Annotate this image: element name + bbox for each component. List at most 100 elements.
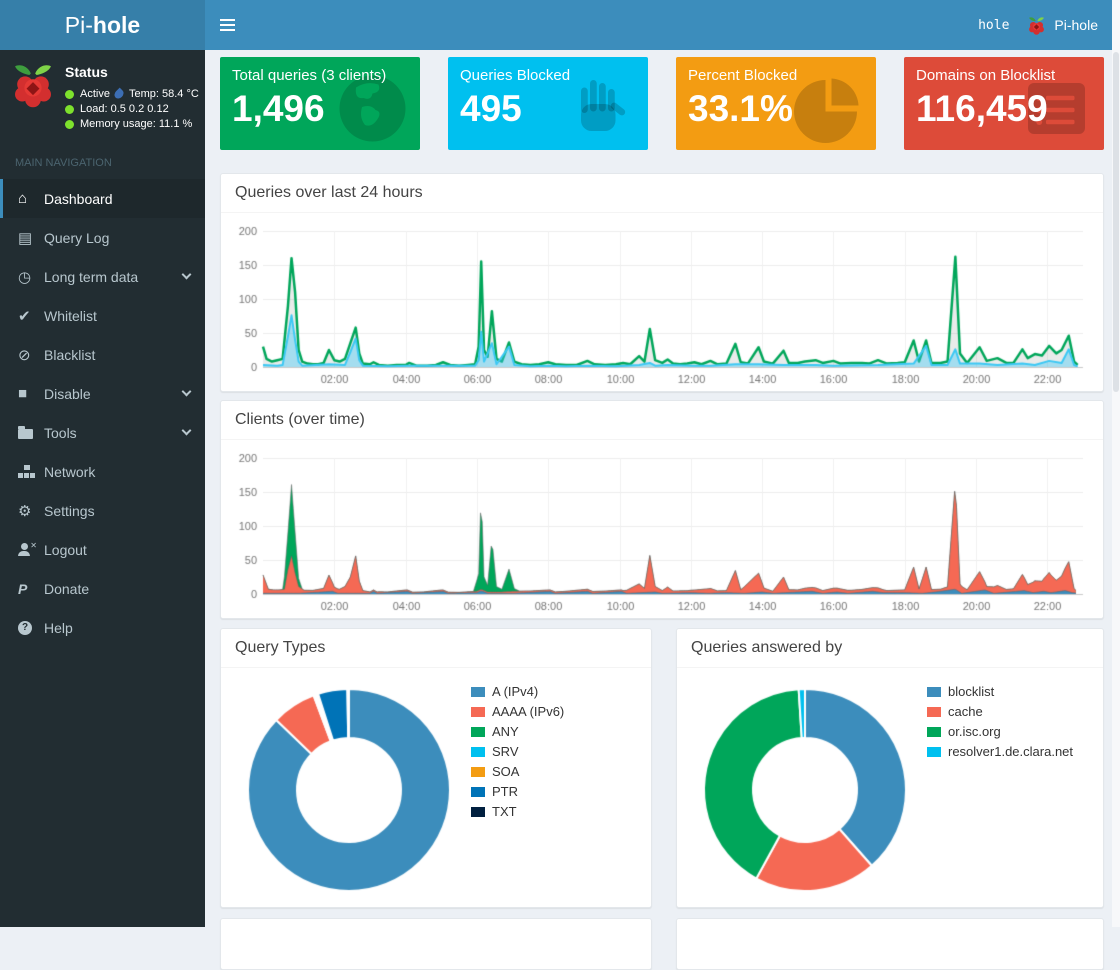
- card-label: Queries Blocked: [460, 67, 571, 84]
- legend-swatch-icon: [471, 786, 485, 797]
- sidebar-item-query-log[interactable]: ▤ Query Log: [0, 218, 205, 257]
- legend-item[interactable]: TXT: [471, 804, 564, 819]
- legend-item[interactable]: resolver1.de.clara.net: [927, 744, 1073, 759]
- legend-swatch-icon: [471, 806, 485, 817]
- page-scrollbar[interactable]: [1112, 0, 1120, 927]
- card-label: Domains on Blocklist: [916, 67, 1056, 84]
- scrollbar-thumb[interactable]: [1113, 52, 1119, 392]
- sidebar-item-blacklist[interactable]: ⊘ Blacklist: [0, 335, 205, 374]
- logo-text-bold: hole: [92, 12, 141, 38]
- legend-swatch-icon: [471, 706, 485, 717]
- sidebar-item-disable[interactable]: ■ Disable: [0, 374, 205, 413]
- chevron-down-icon: [181, 269, 192, 280]
- card-domains-blocklist[interactable]: Domains on Blocklist 116,459: [904, 57, 1104, 150]
- query-types-donut-chart[interactable]: [241, 682, 457, 898]
- status-load-label: Load: 0.5 0.2 0.12: [80, 103, 169, 115]
- queries-over-time-chart[interactable]: [233, 221, 1089, 389]
- sidebar-toggle-button[interactable]: [205, 0, 250, 50]
- clients-over-time-chart[interactable]: [233, 448, 1089, 616]
- user-times-icon: [18, 541, 44, 556]
- card-queries-blocked[interactable]: Queries Blocked 495: [448, 57, 648, 150]
- sidebar-item-long-term-data[interactable]: ◷ Long term data: [0, 257, 205, 296]
- sidebar-item-settings[interactable]: ⚙ Settings: [0, 491, 205, 530]
- sidebar-logo[interactable]: Pi-hole: [0, 0, 205, 50]
- home-icon: ⌂: [18, 190, 28, 207]
- panel-title: Query Types: [221, 629, 651, 668]
- legend-label: blocklist: [948, 684, 995, 699]
- card-value: 495: [460, 88, 522, 129]
- list-alt-icon: [1028, 83, 1085, 134]
- sidebar-item-label: Donate: [44, 580, 90, 597]
- status-active-row: Active Temp: 58.4 °C: [65, 87, 199, 101]
- legend-item[interactable]: ANY: [471, 724, 564, 739]
- legend-label: or.isc.org: [948, 724, 1001, 739]
- queries-answered-legend: blocklist cache or.isc.org resolver1.de.cla…: [927, 684, 1073, 764]
- legend-swatch-icon: [927, 706, 941, 717]
- app-title: Pi-hole: [1027, 16, 1098, 35]
- sidebar-item-whitelist[interactable]: ✔ Whitelist: [0, 296, 205, 335]
- temperature-flame-icon: [112, 87, 126, 101]
- sidebar-item-help[interactable]: ? Help: [0, 608, 205, 647]
- pihole-dashboard: { "header": { "logo_light": "Pi-", "logo…: [0, 0, 1120, 927]
- sidebar-item-label: Network: [44, 463, 96, 480]
- hostname-label: hole: [978, 17, 1010, 33]
- card-value: 1,496: [232, 88, 325, 129]
- clock-icon: ◷: [18, 268, 32, 286]
- legend-item[interactable]: cache: [927, 704, 1073, 719]
- sidebar-item-logout[interactable]: Logout: [0, 530, 205, 569]
- paypal-icon: P: [18, 580, 28, 597]
- panel-query-types: Query Types A (IPv4) AAAA (IPv6) ANY SRV SOA…: [220, 628, 652, 908]
- legend-item[interactable]: PTR: [471, 784, 564, 799]
- legend-swatch-icon: [927, 686, 941, 697]
- sidebar-item-network[interactable]: Network: [0, 452, 205, 491]
- legend-item[interactable]: AAAA (IPv6): [471, 704, 564, 719]
- panel-clients-over-time: Clients (over time): [220, 400, 1104, 619]
- legend-item[interactable]: SRV: [471, 744, 564, 759]
- card-total-queries[interactable]: Total queries (3 clients) 1,496: [220, 57, 420, 150]
- queries-answered-donut-chart[interactable]: [697, 682, 913, 898]
- card-label: Total queries (3 clients): [232, 67, 387, 84]
- sidebar-item-label: Disable: [44, 385, 91, 402]
- sidebar-item-donate[interactable]: P Donate: [0, 569, 205, 608]
- legend-label: TXT: [492, 804, 517, 819]
- legend-item[interactable]: A (IPv4): [471, 684, 564, 699]
- ban-icon: ⊘: [18, 346, 31, 364]
- file-icon: ▤: [18, 229, 33, 247]
- partial-panel: [220, 918, 652, 970]
- status-ok-dot-icon: [65, 89, 74, 99]
- panel-title: Queries over last 24 hours: [221, 174, 1103, 213]
- sidebar-item-dashboard[interactable]: ⌂ Dashboard: [0, 179, 205, 218]
- top-navbar: hole Pi-hole: [205, 0, 1112, 50]
- status-ok-dot-icon: [65, 119, 74, 129]
- chevron-down-icon: [181, 386, 192, 397]
- legend-swatch-icon: [471, 746, 485, 757]
- panel-title: Clients (over time): [221, 401, 1103, 440]
- pihole-logo: [15, 65, 51, 108]
- legend-swatch-icon: [927, 726, 941, 737]
- app-title-label: Pi-hole: [1054, 17, 1098, 33]
- chevron-down-icon: [181, 425, 192, 436]
- hamburger-icon: [220, 19, 235, 21]
- status-memory-label: Memory usage: 11.1 %: [80, 118, 193, 130]
- sidebar-item-label: Tools: [44, 424, 77, 441]
- card-percent-blocked[interactable]: Percent Blocked 33.1%: [676, 57, 876, 150]
- status-memory-row: Memory usage: 11.1 %: [65, 118, 199, 130]
- sidebar-item-tools[interactable]: Tools: [0, 413, 205, 452]
- status-title: Status: [65, 64, 108, 80]
- legend-label: ANY: [492, 724, 519, 739]
- sidebar-item-label: Logout: [44, 541, 87, 558]
- panel-queries-answered-by: Queries answered by blocklist cache or.isc…: [676, 628, 1104, 908]
- legend-item[interactable]: blocklist: [927, 684, 1073, 699]
- sidebar-item-label: Query Log: [44, 229, 110, 246]
- legend-label: PTR: [492, 784, 518, 799]
- sidebar-item-label: Settings: [44, 502, 95, 519]
- partial-panel: [676, 918, 1104, 970]
- legend-swatch-icon: [471, 686, 485, 697]
- status-ok-dot-icon: [65, 104, 74, 114]
- panel-queries-over-time: Queries over last 24 hours: [220, 173, 1104, 392]
- sitemap-icon: [18, 465, 44, 478]
- sidebar: Status Active Temp: 58.4 °C Load: 0.5 0.…: [0, 50, 205, 927]
- legend-item[interactable]: SOA: [471, 764, 564, 779]
- legend-label: cache: [948, 704, 983, 719]
- legend-item[interactable]: or.isc.org: [927, 724, 1073, 739]
